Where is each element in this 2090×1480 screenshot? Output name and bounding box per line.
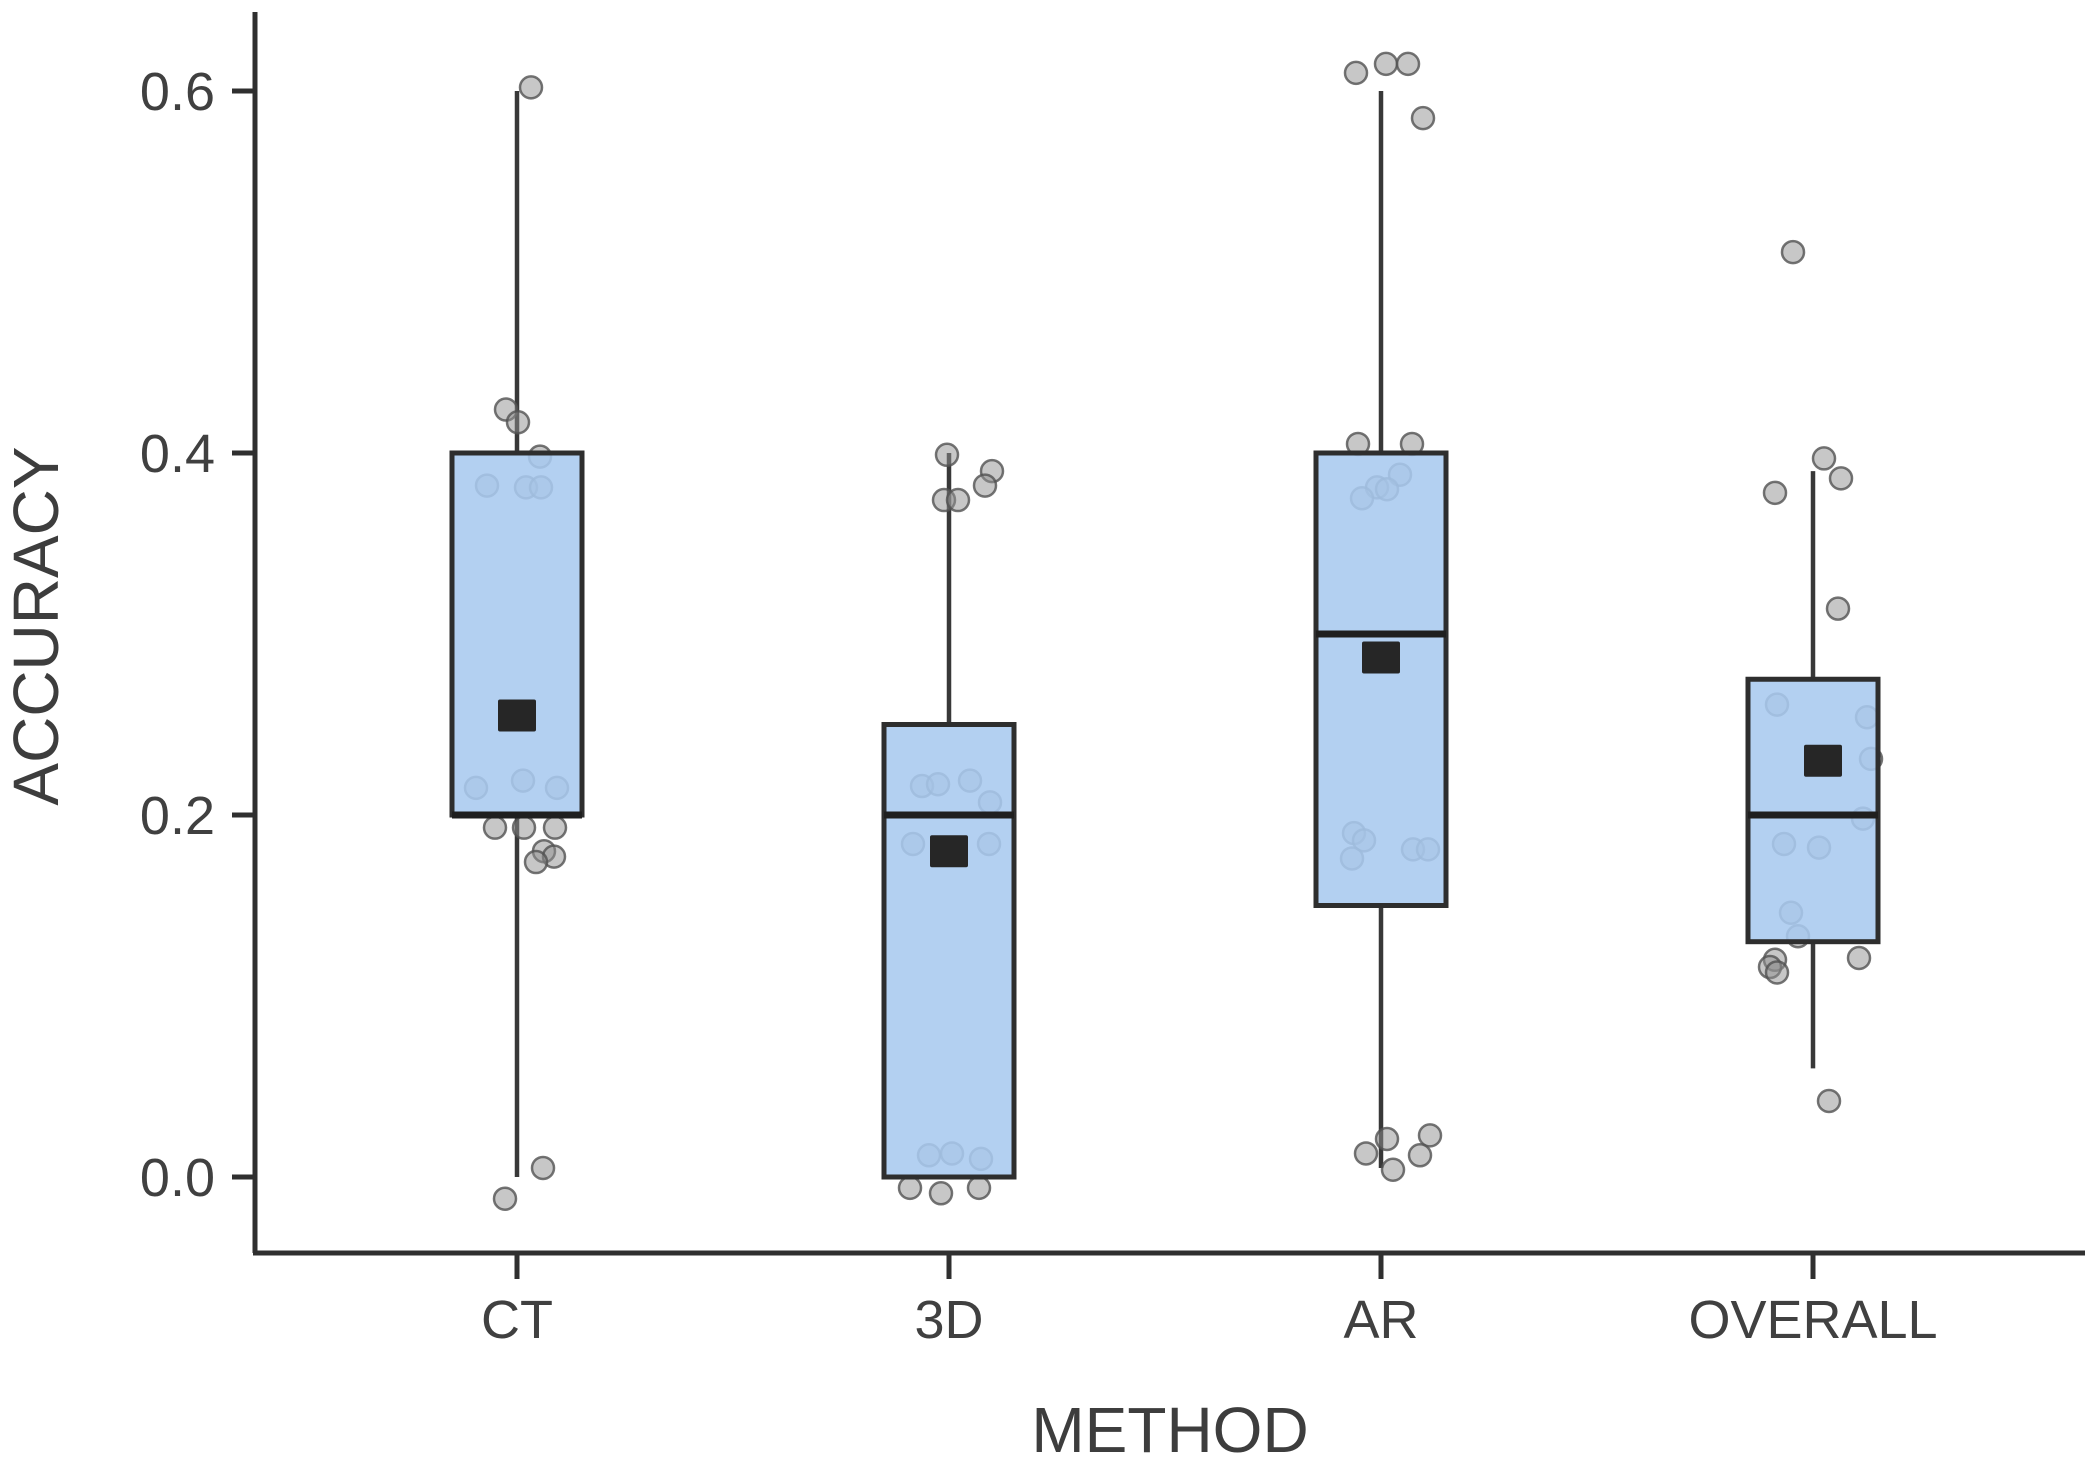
data-point — [945, 487, 971, 513]
data-point — [1395, 51, 1421, 77]
data-point — [966, 1175, 992, 1201]
data-point — [1846, 945, 1872, 971]
data-point — [511, 815, 537, 840]
x-tick-label: OVERALL — [1688, 1290, 1937, 1350]
box-overall — [1745, 676, 1881, 945]
data-point — [1764, 960, 1790, 985]
x-axis-title: METHOD — [1031, 1394, 1308, 1466]
data-point — [1828, 466, 1854, 491]
x-tick-label: CT — [481, 1290, 553, 1350]
x-tick-label: AR — [1343, 1290, 1418, 1350]
data-point — [1373, 51, 1399, 77]
data-point — [518, 75, 544, 100]
data-point — [1762, 480, 1788, 506]
data-point — [928, 1181, 954, 1206]
data-point — [1343, 60, 1369, 86]
data-point — [530, 1155, 556, 1181]
data-point — [1374, 1126, 1400, 1152]
y-axis-title: ACCURACY — [0, 446, 72, 805]
y-tick-label: 0.0 — [140, 1148, 215, 1208]
data-point — [492, 1186, 518, 1211]
data-point — [1780, 239, 1806, 265]
data-point — [897, 1175, 923, 1201]
x-tick-label: 3D — [914, 1290, 983, 1350]
data-point — [1825, 596, 1851, 621]
data-point — [542, 815, 568, 840]
data-point — [482, 815, 508, 840]
data-point — [1816, 1088, 1842, 1114]
data-point — [523, 849, 549, 875]
data-point — [1353, 1141, 1379, 1166]
plot-area: 0.0 0.2 0.4 0.6 CT 3D AR OVERALL — [140, 12, 2085, 1350]
mean-marker — [930, 835, 968, 868]
mean-marker — [1362, 641, 1400, 674]
y-tick-label: 0.6 — [140, 62, 215, 122]
data-point — [1417, 1123, 1443, 1148]
box-ct — [449, 450, 585, 818]
data-point — [1407, 1143, 1433, 1168]
mean-marker — [1804, 744, 1842, 777]
data-point — [1380, 1157, 1406, 1183]
mean-marker — [498, 699, 536, 732]
data-point — [972, 473, 998, 498]
box-ar — [1313, 450, 1449, 908]
y-tick-label: 0.4 — [140, 424, 215, 484]
data-point — [934, 442, 960, 468]
data-point — [1410, 105, 1436, 131]
y-tick-label: 0.2 — [140, 786, 215, 846]
data-point — [505, 409, 531, 435]
data-point — [1811, 446, 1837, 471]
box-3d — [881, 722, 1017, 1180]
